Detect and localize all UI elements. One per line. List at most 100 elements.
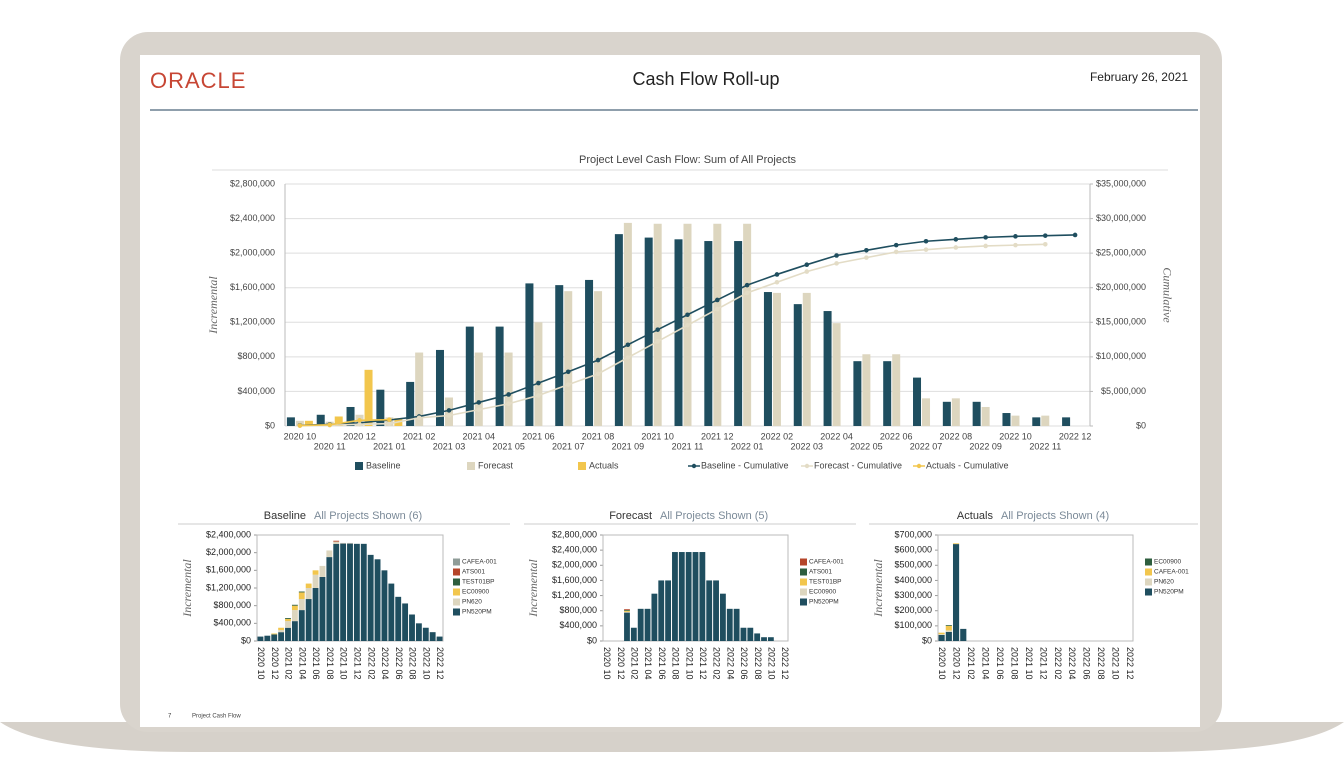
bar-segment (347, 543, 353, 641)
y2-tick-label: $0 (1136, 420, 1146, 430)
bar-segment (747, 627, 754, 641)
legend-swatch (453, 608, 460, 616)
legend-swatch (453, 578, 460, 586)
y-tick-label: $400,000 (894, 575, 932, 585)
x-tick-label: 2022 07 (910, 441, 943, 451)
legend-label: Forecast (478, 460, 514, 470)
x-tick-label: 2021 04 (643, 647, 653, 680)
bar (763, 292, 772, 426)
y-tick-label: $1,600,000 (552, 575, 597, 585)
legend-swatch (1145, 558, 1152, 566)
bar (435, 349, 444, 426)
line-marker (655, 327, 660, 332)
bar-segment (422, 627, 429, 641)
bar-segment (644, 608, 651, 641)
footer-label: Project Cash Flow (192, 714, 241, 720)
line-marker (804, 262, 810, 267)
chart-title: Project Level Cash Flow: Sum of All Proj… (579, 154, 797, 166)
bar (465, 326, 474, 426)
bar (802, 292, 811, 426)
bar (286, 417, 295, 426)
bar (504, 352, 513, 426)
line-marker (536, 380, 541, 386)
bar-segment (285, 627, 291, 641)
legend-label: EC00900 (1154, 559, 1181, 566)
line-marker (387, 421, 392, 426)
y-tick-label: $2,800,000 (230, 178, 275, 188)
bar (564, 291, 573, 426)
legend-swatch (804, 463, 810, 469)
y-axis-title: Incremental (526, 559, 540, 618)
line-marker (357, 422, 362, 427)
bar-segment (319, 576, 326, 641)
bar (713, 223, 722, 426)
legend-label: PN520PM (809, 599, 839, 606)
line-marker (1072, 232, 1078, 238)
y-tick-label: $2,000,000 (552, 560, 597, 570)
y-tick-label: $0 (587, 635, 597, 645)
report-title: Cash Flow Roll-up (632, 69, 779, 89)
x-tick-label: 2022 02 (712, 647, 722, 680)
line-marker (327, 422, 333, 428)
line-marker (297, 423, 303, 428)
line-marker (953, 237, 959, 242)
bar (862, 354, 871, 426)
x-tick-label: 2021 01 (373, 441, 406, 451)
line-marker (834, 253, 839, 258)
line-marker (893, 249, 899, 255)
bar-segment (264, 635, 271, 641)
line-marker (983, 235, 988, 240)
y2-tick-label: $15,000,000 (1096, 317, 1146, 327)
line-marker (834, 261, 839, 266)
x-tick-label: 2022 02 (761, 431, 794, 441)
line-marker (416, 415, 422, 421)
bar-segment (637, 608, 644, 641)
x-tick-label: 2020 10 (602, 647, 612, 680)
bar-segment (305, 583, 312, 588)
y-tick-label: $400,000 (213, 618, 251, 628)
bar-segment (285, 621, 291, 628)
bar-segment (278, 629, 285, 633)
x-tick-label: 2022 02 (1053, 647, 1063, 680)
x-tick-label: 2022 01 (731, 441, 764, 451)
chart-title: Actuals (957, 510, 994, 522)
x-tick-label: 2022 02 (366, 647, 376, 680)
legend-swatch (467, 462, 475, 470)
bar (734, 241, 743, 426)
y-tick-label: $1,200,000 (206, 582, 251, 592)
chart-title: Baseline (264, 510, 306, 522)
bar (346, 406, 355, 426)
line-marker (1013, 234, 1018, 239)
line-marker (893, 242, 899, 248)
report-date: February 26, 2021 (1090, 70, 1188, 84)
bar-segment (706, 580, 713, 641)
chart-subtitle: All Projects Shown (6) (314, 510, 422, 522)
legend-label: Baseline (366, 460, 401, 470)
x-tick-label: 2020 10 (284, 431, 317, 441)
y-tick-label: $2,400,000 (552, 545, 597, 555)
bar-segment (285, 618, 291, 619)
line-marker (685, 312, 690, 318)
bar (614, 234, 623, 426)
x-tick-label: 2022 08 (940, 431, 973, 441)
line-marker (744, 282, 750, 288)
legend-swatch (453, 568, 460, 576)
legend-label: TEST01BP (809, 579, 842, 586)
x-tick-label: 2021 02 (629, 647, 639, 680)
bar-segment (436, 636, 443, 641)
line-marker (387, 417, 392, 423)
x-tick-label: 2021 08 (671, 647, 681, 680)
line-marker (864, 255, 869, 260)
x-tick-label: 2021 10 (684, 647, 694, 680)
legend-label: CAFEA-001 (462, 559, 497, 566)
bar (316, 414, 325, 426)
chart-subtitle: All Projects Shown (4) (1001, 510, 1109, 522)
x-tick-label: 2021 02 (966, 647, 976, 680)
bar-segment (278, 627, 285, 630)
x-tick-label: 2022 12 (1125, 647, 1135, 680)
bar-segment (353, 543, 360, 641)
x-tick-label: 2022 10 (421, 647, 431, 680)
line-marker (357, 418, 362, 423)
x-tick-label: 2022 04 (380, 647, 390, 680)
